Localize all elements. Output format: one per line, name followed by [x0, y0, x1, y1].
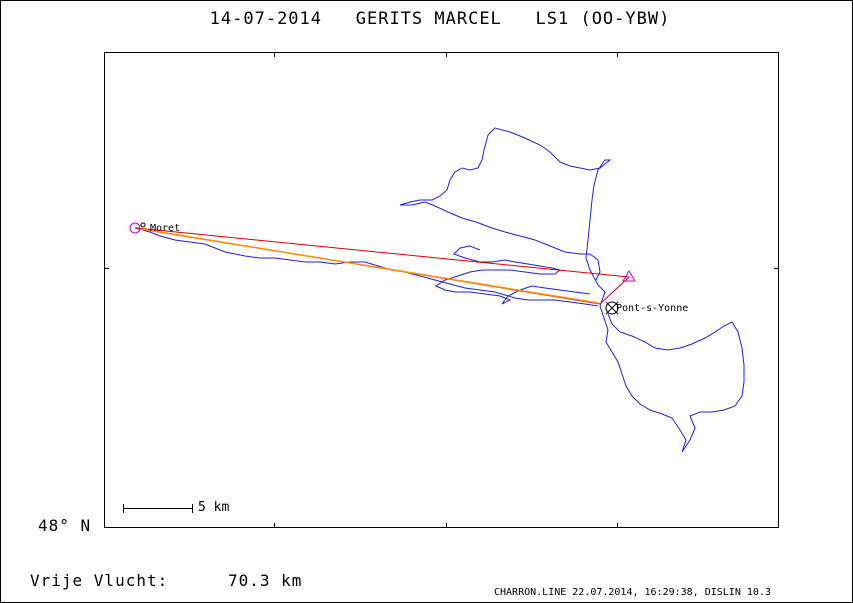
landing-marker: [605, 301, 619, 315]
map-frame: [104, 52, 779, 528]
place-label-pont-s-yonne: Pont-s-Yonne: [616, 303, 689, 314]
distance-value: 70.3 km: [228, 571, 303, 590]
place-marker-moret: [140, 222, 146, 228]
flight-track-cluster: [434, 245, 591, 305]
task-line: [135, 227, 630, 278]
flight-track-climb: [399, 127, 612, 307]
distance-label: Vrije Vlucht:: [30, 571, 169, 590]
frame-ticks: [104, 52, 779, 528]
latitude-label: 48° N: [38, 516, 92, 535]
leg-line: [139, 228, 599, 304]
landing-cross: [605, 301, 619, 315]
start-marker: [129, 222, 141, 234]
pilot-name: GERITS MARCEL: [355, 9, 502, 29]
flight-title: 14-07-2014 GERITS MARCEL LS1 (OO-YBW): [100, 9, 780, 29]
place-label-moret: Moret: [150, 223, 181, 234]
flight-date: 14-07-2014: [209, 9, 323, 29]
flight-track-south: [599, 305, 745, 453]
scale-bar-label: 5 km: [198, 500, 230, 515]
glider-name: LS1 (OO-YBW): [535, 9, 671, 29]
turnpoint-marker: [622, 270, 636, 282]
flight-track: [134, 227, 599, 307]
credits-text: CHARRON.LINE 22.07.2014, 16:29:38, DISLI…: [494, 587, 771, 598]
scale-bar: [123, 504, 193, 513]
